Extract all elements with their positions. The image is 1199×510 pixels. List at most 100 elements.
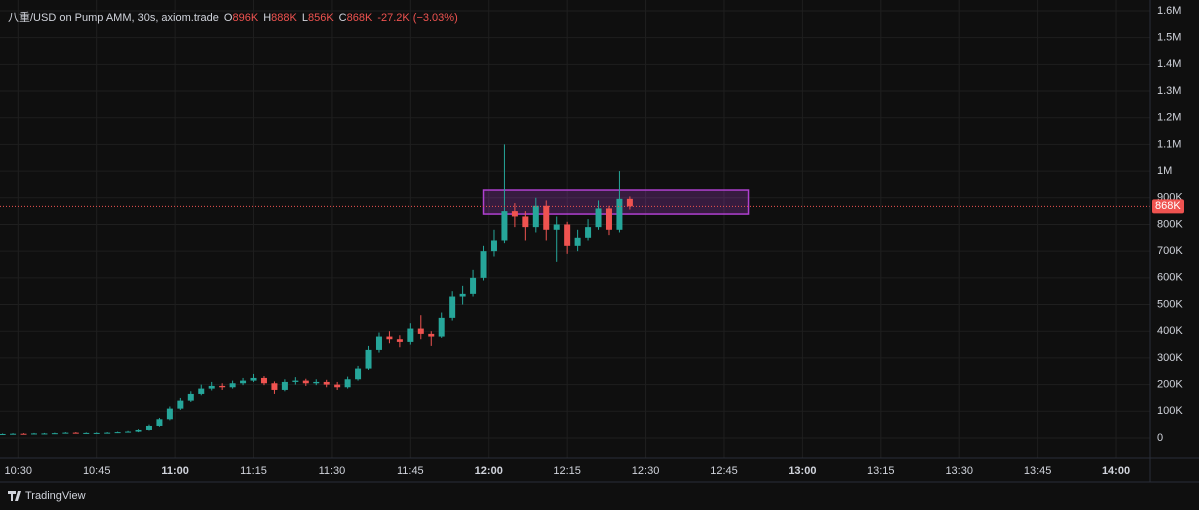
y-tick-label: 100K bbox=[1157, 405, 1183, 417]
y-tick-label: 200K bbox=[1157, 379, 1183, 391]
candle-body bbox=[605, 208, 612, 230]
ohlc-value: 888K bbox=[271, 12, 297, 24]
last-price-tag bbox=[1152, 199, 1184, 214]
candle-body bbox=[616, 198, 623, 230]
candle-body bbox=[208, 385, 215, 389]
x-tick-label: 13:00 bbox=[788, 465, 816, 477]
candle-body bbox=[51, 433, 58, 435]
candle-body bbox=[114, 432, 121, 434]
ohlc-value: 856K bbox=[308, 12, 334, 24]
candle-body bbox=[595, 208, 602, 228]
candle-body bbox=[156, 419, 163, 426]
candle-body bbox=[177, 400, 184, 409]
candle-body bbox=[490, 240, 497, 252]
ohlc-value: 868K bbox=[347, 12, 373, 24]
candle-body bbox=[438, 317, 445, 337]
candle-body bbox=[417, 328, 424, 334]
candle-body bbox=[449, 296, 456, 318]
brand-name: TradingView bbox=[25, 490, 86, 502]
ohlc-key: O bbox=[224, 12, 233, 24]
candle-body bbox=[292, 380, 299, 382]
brand-logo bbox=[8, 491, 21, 501]
candle-body bbox=[72, 432, 79, 434]
y-tick-label: 400K bbox=[1157, 325, 1183, 337]
y-tick-label: 300K bbox=[1157, 352, 1183, 364]
ohlc-value: 896K bbox=[232, 12, 258, 24]
y-tick-label: 1.6M bbox=[1157, 5, 1181, 17]
candle-body bbox=[564, 224, 571, 246]
candle-body bbox=[30, 433, 37, 435]
candle-body bbox=[355, 368, 362, 380]
candle-body bbox=[574, 237, 581, 246]
range-box bbox=[482, 189, 750, 215]
x-tick-label: 13:15 bbox=[867, 465, 895, 477]
candle-body bbox=[219, 385, 226, 388]
change-value: -27.2K (−3.03%) bbox=[377, 12, 457, 24]
candle-body bbox=[62, 432, 69, 434]
y-tick-label: 1.1M bbox=[1157, 138, 1181, 150]
x-tick-label: 12:15 bbox=[553, 465, 581, 477]
candle-body bbox=[386, 336, 393, 340]
candle-body bbox=[302, 380, 309, 384]
x-tick-label: 11:45 bbox=[397, 465, 424, 477]
y-tick-label: 1M bbox=[1157, 165, 1172, 177]
x-tick-label: 12:45 bbox=[710, 465, 738, 477]
candle-body bbox=[281, 381, 288, 390]
candle-body bbox=[501, 211, 508, 241]
candle-body bbox=[365, 349, 372, 369]
candle-body bbox=[511, 211, 518, 217]
candle-body bbox=[532, 205, 539, 228]
x-tick-label: 11:30 bbox=[319, 465, 346, 477]
ohlc-key: L bbox=[302, 12, 308, 24]
x-tick-label: 11:15 bbox=[240, 465, 267, 477]
candle-body bbox=[10, 433, 17, 435]
ohlc-key: H bbox=[263, 12, 271, 24]
x-tick-label: 13:45 bbox=[1024, 465, 1052, 477]
candle-body bbox=[229, 383, 236, 388]
symbol-title: 八重/USD on Pump AMM, 30s, axiom.trade bbox=[8, 10, 219, 24]
candle-body bbox=[187, 393, 194, 401]
y-tick-label: 700K bbox=[1157, 245, 1183, 257]
candle-body bbox=[459, 293, 466, 297]
candle-body bbox=[83, 432, 90, 434]
candle-body bbox=[323, 381, 330, 385]
candle-body bbox=[135, 429, 142, 432]
candle-body bbox=[104, 432, 111, 434]
candle-body bbox=[20, 433, 27, 435]
candle-body bbox=[428, 333, 435, 337]
candle-body bbox=[166, 408, 173, 420]
y-tick-label: 1.3M bbox=[1157, 85, 1181, 97]
candle-body bbox=[125, 431, 132, 433]
candle-body bbox=[553, 224, 560, 230]
x-tick-label: 10:30 bbox=[5, 465, 33, 477]
candle-body bbox=[396, 339, 403, 342]
y-tick-label: 500K bbox=[1157, 298, 1183, 310]
candle-body bbox=[375, 336, 382, 350]
last-price-label: 868K bbox=[1155, 200, 1181, 212]
x-tick-label: 14:00 bbox=[1102, 465, 1130, 477]
candle-body bbox=[344, 379, 351, 388]
chart-legend: 八重/USD on Pump AMM, 30s, axiom.trade O896… bbox=[8, 10, 458, 24]
candle-body bbox=[543, 205, 550, 230]
y-tick-label: 1.4M bbox=[1157, 58, 1181, 70]
candle-body bbox=[0, 433, 6, 435]
y-tick-label: 800K bbox=[1157, 218, 1183, 230]
brand: TradingView bbox=[8, 490, 86, 502]
candle-body bbox=[93, 432, 100, 434]
candle-body bbox=[271, 383, 278, 390]
x-tick-label: 10:45 bbox=[83, 465, 111, 477]
x-tick-label: 12:30 bbox=[632, 465, 660, 477]
candle-body bbox=[470, 277, 477, 294]
y-tick-label: 1.2M bbox=[1157, 112, 1181, 124]
candle-body bbox=[626, 198, 633, 207]
y-tick-label: 0 bbox=[1157, 432, 1163, 444]
candle-body bbox=[313, 381, 320, 384]
ohlc-key: C bbox=[339, 12, 347, 24]
candle-body bbox=[41, 433, 48, 435]
candle-body bbox=[260, 377, 267, 384]
candle-body bbox=[407, 328, 414, 342]
plot-area bbox=[0, 0, 1150, 458]
candle-body bbox=[240, 380, 247, 384]
